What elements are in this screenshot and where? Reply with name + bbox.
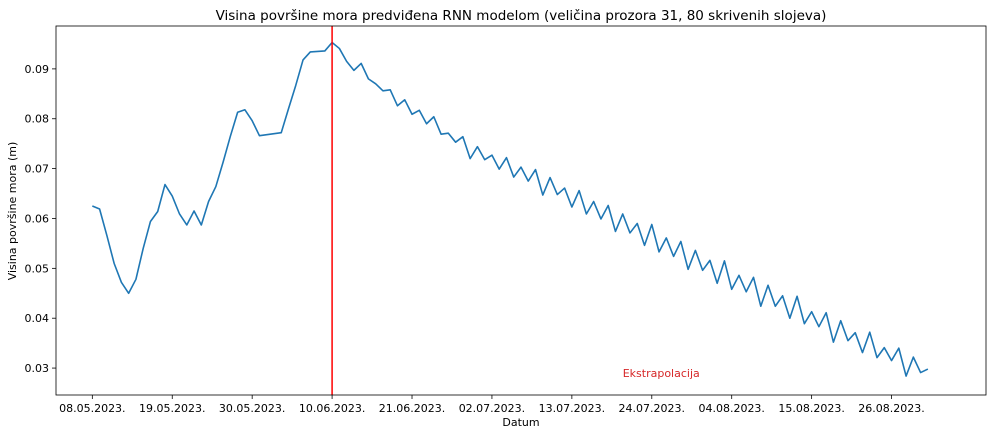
y-axis-label: Visina površine mora (m)	[6, 142, 19, 281]
series-line-0	[92, 41, 929, 377]
x-tick-label: 30.05.2023.	[219, 402, 285, 415]
x-tick-label: 15.08.2023.	[778, 402, 844, 415]
x-axis-ticks: 08.05.2023. 19.05.2023. 30.05.2023. 10.06.2…	[59, 395, 925, 415]
x-tick-label: 19.05.2023.	[139, 402, 205, 415]
extrapolation-annotation: Ekstrapolacija	[623, 367, 700, 380]
x-axis-label: Datum	[502, 416, 539, 429]
x-tick-label: 21.06.2023.	[379, 402, 445, 415]
x-tick-label: 24.07.2023.	[619, 402, 685, 415]
y-tick-label: 0.08	[25, 113, 50, 126]
plot-layer: Ekstrapolacija	[92, 26, 929, 395]
y-axis-ticks: 0.03 0.04 0.05 0.06 0.07 0.08 0.09	[25, 63, 56, 375]
x-tick-label: 26.08.2023.	[858, 402, 924, 415]
axes-frame	[55, 25, 987, 396]
y-tick-label: 0.04	[25, 312, 50, 325]
x-tick-label: 02.07.2023.	[459, 402, 525, 415]
y-tick-label: 0.03	[25, 362, 50, 375]
y-tick-label: 0.06	[25, 212, 50, 225]
y-tick-label: 0.05	[25, 262, 50, 275]
x-tick-label: 13.07.2023.	[539, 402, 605, 415]
y-tick-label: 0.07	[25, 163, 50, 176]
x-tick-label: 08.05.2023.	[59, 402, 125, 415]
chart-title: Visina površine mora predviđena RNN mode…	[216, 8, 827, 24]
y-tick-label: 0.09	[25, 63, 50, 76]
x-tick-label: 10.06.2023.	[299, 402, 365, 415]
x-tick-label: 04.08.2023.	[698, 402, 764, 415]
